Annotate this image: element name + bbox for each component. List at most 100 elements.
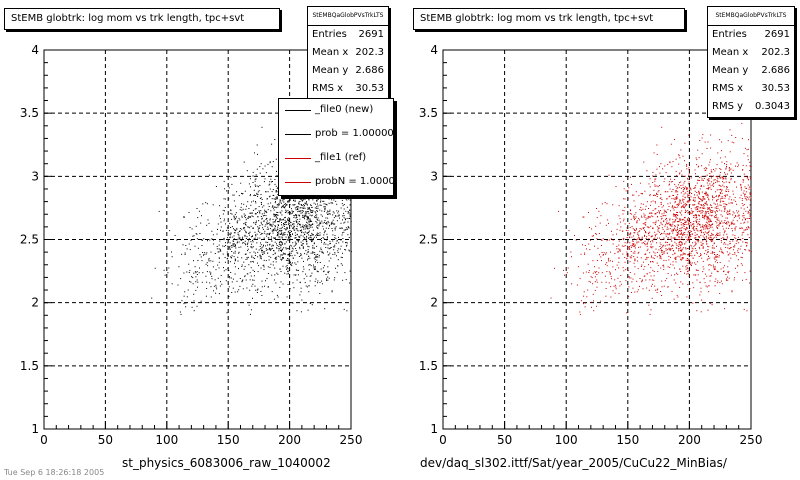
data-point bbox=[322, 267, 324, 269]
data-point bbox=[245, 224, 247, 226]
data-point bbox=[698, 256, 700, 257]
data-point bbox=[220, 250, 222, 252]
data-point bbox=[260, 210, 262, 212]
data-point bbox=[268, 237, 270, 239]
data-point bbox=[255, 289, 257, 291]
data-point bbox=[669, 162, 671, 164]
data-point bbox=[710, 236, 712, 238]
data-point bbox=[308, 225, 310, 227]
data-point bbox=[269, 195, 271, 197]
data-point bbox=[217, 264, 219, 266]
data-point bbox=[707, 196, 709, 198]
data-point bbox=[741, 199, 743, 201]
data-point bbox=[669, 239, 671, 240]
data-point bbox=[654, 222, 656, 224]
data-point bbox=[673, 198, 675, 200]
data-point bbox=[672, 205, 673, 207]
data-point bbox=[199, 267, 200, 269]
data-point bbox=[308, 207, 310, 208]
data-point bbox=[743, 204, 745, 205]
data-point bbox=[234, 230, 236, 231]
data-point bbox=[239, 230, 241, 232]
data-point bbox=[651, 283, 653, 285]
data-point bbox=[703, 237, 705, 239]
data-point bbox=[632, 287, 634, 289]
data-point bbox=[333, 246, 335, 248]
data-point bbox=[701, 212, 703, 214]
data-point bbox=[254, 213, 256, 215]
data-point bbox=[680, 187, 682, 189]
data-point bbox=[648, 289, 650, 291]
data-point bbox=[659, 185, 661, 186]
data-point bbox=[684, 232, 686, 233]
data-point bbox=[702, 246, 704, 248]
data-point bbox=[234, 273, 236, 275]
chart-title-right: StEMB globtrk: log mom vs trk length, tp… bbox=[413, 8, 685, 30]
data-point bbox=[308, 207, 310, 209]
data-point bbox=[278, 221, 280, 223]
data-point bbox=[670, 225, 672, 227]
data-point bbox=[244, 215, 245, 217]
data-point bbox=[672, 230, 674, 232]
data-point bbox=[304, 212, 306, 214]
x-tick-label: 100 bbox=[555, 433, 578, 447]
data-point bbox=[208, 174, 210, 176]
data-point bbox=[278, 231, 280, 233]
data-point bbox=[680, 149, 682, 151]
data-point bbox=[728, 254, 730, 256]
data-point bbox=[319, 262, 321, 263]
data-point bbox=[223, 198, 225, 200]
data-point bbox=[303, 268, 305, 270]
data-point bbox=[245, 208, 247, 210]
data-point bbox=[677, 229, 679, 231]
data-point bbox=[735, 137, 737, 138]
data-point bbox=[741, 138, 743, 140]
data-point bbox=[702, 260, 704, 262]
data-point bbox=[308, 223, 310, 225]
data-point bbox=[247, 248, 249, 250]
data-point bbox=[688, 258, 690, 260]
data-point bbox=[672, 245, 674, 247]
data-point bbox=[227, 248, 229, 250]
data-point bbox=[314, 252, 316, 254]
data-point bbox=[330, 202, 332, 204]
data-point bbox=[712, 229, 714, 231]
data-point bbox=[266, 228, 268, 230]
data-point bbox=[238, 268, 239, 270]
data-point bbox=[249, 178, 251, 180]
data-point bbox=[563, 269, 564, 271]
data-point bbox=[713, 182, 715, 184]
data-point bbox=[669, 218, 671, 220]
data-point bbox=[306, 240, 308, 242]
data-point bbox=[683, 182, 685, 184]
data-point bbox=[706, 224, 707, 226]
data-point bbox=[746, 187, 748, 189]
data-point bbox=[593, 310, 595, 312]
data-point bbox=[716, 189, 718, 191]
data-point bbox=[629, 234, 631, 236]
data-point bbox=[708, 223, 710, 225]
data-point bbox=[643, 213, 645, 215]
data-point bbox=[281, 250, 282, 252]
data-point bbox=[197, 217, 199, 219]
data-point bbox=[583, 291, 585, 293]
data-point bbox=[245, 279, 247, 281]
data-point bbox=[335, 216, 337, 217]
data-point bbox=[684, 253, 686, 255]
data-point bbox=[700, 234, 702, 236]
data-point bbox=[262, 228, 264, 230]
data-point bbox=[742, 252, 743, 254]
data-point bbox=[678, 230, 680, 231]
data-point bbox=[618, 215, 620, 217]
data-point bbox=[218, 244, 220, 246]
data-point bbox=[675, 258, 677, 260]
data-point bbox=[663, 269, 665, 270]
data-point bbox=[242, 288, 244, 290]
data-point bbox=[306, 275, 308, 277]
data-point bbox=[732, 190, 734, 192]
data-point bbox=[265, 218, 267, 220]
data-point bbox=[275, 214, 276, 216]
data-point bbox=[309, 209, 311, 210]
data-point bbox=[289, 224, 291, 226]
data-point bbox=[312, 251, 314, 253]
